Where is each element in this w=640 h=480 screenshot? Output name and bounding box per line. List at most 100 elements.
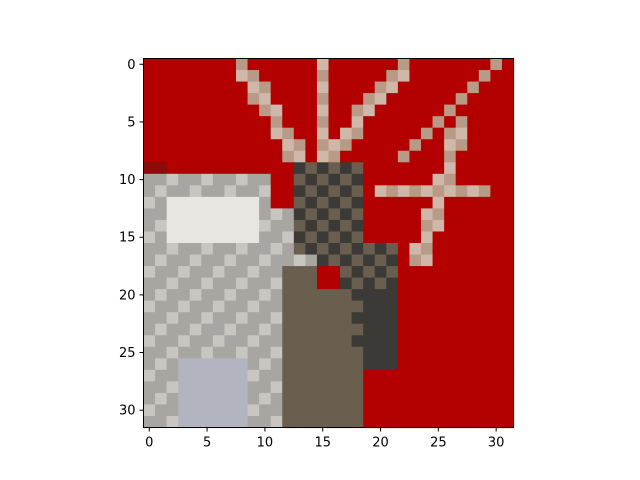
image-pixel xyxy=(490,208,503,221)
image-pixel xyxy=(328,150,341,163)
x-tick-label: 25 xyxy=(430,436,447,451)
image-pixel xyxy=(397,173,411,186)
image-pixel xyxy=(305,266,318,279)
image-pixel xyxy=(501,219,515,233)
image-pixel xyxy=(455,162,468,175)
image-pixel xyxy=(501,196,515,210)
image-pixel xyxy=(455,335,468,348)
image-pixel xyxy=(166,243,179,256)
image-pixel xyxy=(501,404,515,417)
image-pixel xyxy=(305,254,318,267)
image-pixel xyxy=(374,369,387,382)
image-pixel xyxy=(247,231,260,244)
image-pixel xyxy=(316,196,330,210)
image-pixel xyxy=(270,116,283,129)
image-pixel xyxy=(259,219,272,233)
image-pixel xyxy=(409,289,422,302)
image-pixel xyxy=(178,335,191,348)
image-pixel xyxy=(444,231,457,244)
image-pixel xyxy=(236,93,249,106)
image-pixel xyxy=(351,127,364,140)
image-pixel xyxy=(421,139,434,152)
image-pixel xyxy=(351,404,364,417)
image-pixel xyxy=(293,415,306,429)
image-pixel xyxy=(421,346,434,359)
image-pixel xyxy=(386,208,399,221)
image-pixel xyxy=(178,162,191,175)
image-pixel xyxy=(305,70,318,83)
image-pixel xyxy=(478,231,491,244)
image-pixel xyxy=(293,150,306,163)
image-pixel xyxy=(143,185,156,198)
image-pixel xyxy=(236,243,249,256)
image-pixel xyxy=(201,173,214,186)
image-pixel xyxy=(189,404,202,417)
image-pixel xyxy=(501,323,515,336)
image-pixel xyxy=(201,392,214,406)
image-pixel xyxy=(467,150,480,163)
image-pixel xyxy=(293,185,306,198)
image-pixel xyxy=(259,208,272,221)
image-pixel xyxy=(247,415,260,429)
image-pixel xyxy=(467,335,480,348)
image-pixel xyxy=(490,392,503,406)
image-pixel xyxy=(247,335,260,348)
image-pixel xyxy=(155,58,168,71)
image-pixel xyxy=(143,415,156,429)
image-pixel xyxy=(282,58,295,71)
image-pixel xyxy=(282,93,295,106)
image-pixel xyxy=(247,289,260,302)
image-pixel xyxy=(212,277,226,290)
image-pixel xyxy=(490,323,503,336)
image-pixel xyxy=(397,358,411,371)
image-pixel xyxy=(444,266,457,279)
image-pixel xyxy=(236,404,249,417)
image-pixel xyxy=(328,346,341,359)
image-pixel xyxy=(351,116,364,129)
image-pixel xyxy=(409,185,422,198)
image-pixel xyxy=(189,243,202,256)
image-pixel xyxy=(328,58,341,71)
image-pixel xyxy=(455,231,468,244)
image-pixel xyxy=(351,70,364,83)
image-pixel xyxy=(478,185,491,198)
image-pixel xyxy=(501,392,515,406)
image-pixel xyxy=(478,58,491,71)
image-pixel xyxy=(236,335,249,348)
image-pixel xyxy=(386,369,399,382)
image-pixel xyxy=(467,162,480,175)
image-pixel xyxy=(259,312,272,325)
image-pixel xyxy=(409,58,422,71)
image-pixel xyxy=(224,81,237,94)
image-pixel xyxy=(224,346,237,359)
image-pixel xyxy=(501,254,515,267)
image-pixel xyxy=(363,323,376,336)
image-pixel xyxy=(501,81,515,94)
image-pixel xyxy=(444,196,457,210)
image-pixel xyxy=(397,104,411,117)
image-pixel xyxy=(247,162,260,175)
image-pixel xyxy=(293,300,306,313)
image-pixel xyxy=(282,116,295,129)
image-pixel xyxy=(236,150,249,163)
image-pixel xyxy=(212,104,226,117)
image-pixel xyxy=(189,139,202,152)
image-pixel xyxy=(305,93,318,106)
image-pixel xyxy=(143,300,156,313)
image-pixel xyxy=(282,139,295,152)
image-pixel xyxy=(143,70,156,83)
image-pixel xyxy=(212,254,226,267)
image-pixel xyxy=(189,196,202,210)
image-pixel xyxy=(455,185,468,198)
image-pixel xyxy=(467,369,480,382)
image-pixel xyxy=(224,104,237,117)
image-pixel xyxy=(178,381,191,394)
image-pixel xyxy=(478,162,491,175)
image-pixel xyxy=(397,369,411,382)
image-pixel xyxy=(316,150,330,163)
image-pixel xyxy=(178,369,191,382)
image-pixel xyxy=(201,196,214,210)
image-pixel xyxy=(490,415,503,429)
image-pixel xyxy=(236,277,249,290)
